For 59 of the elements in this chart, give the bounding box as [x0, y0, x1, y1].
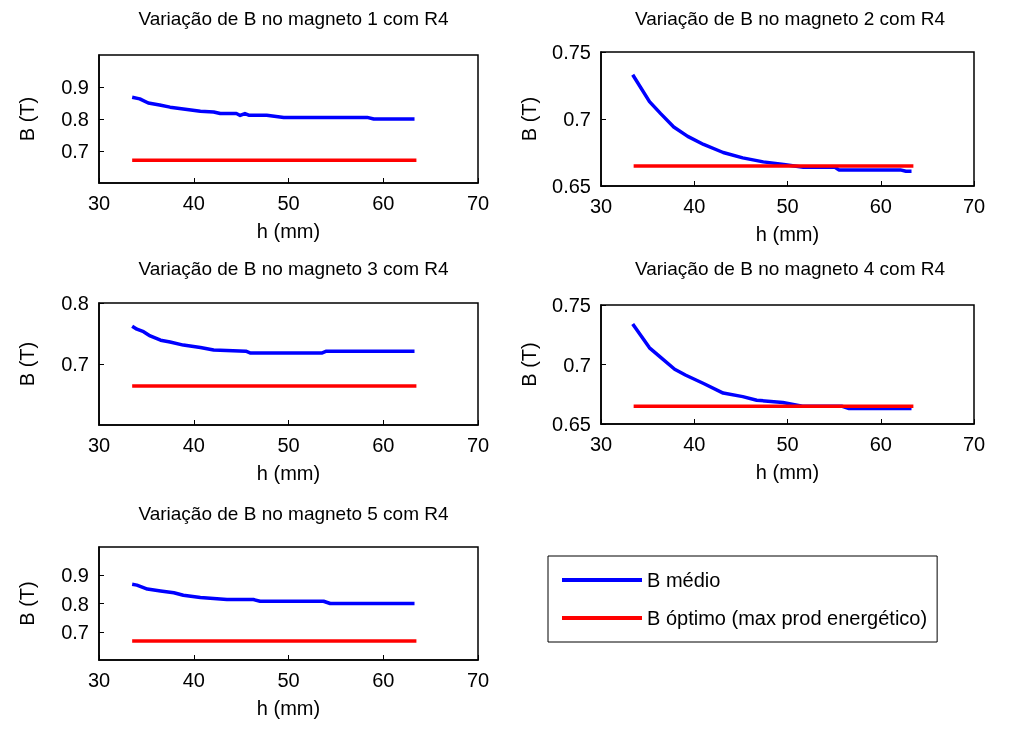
chart-title: Variação de B no magneto 2 com R4: [634, 8, 946, 29]
y-tick-label: 0.75: [552, 294, 591, 316]
chart-title: Variação de B no magneto 1 com R4: [138, 8, 450, 29]
y-tick-label: 0.75: [552, 41, 591, 63]
y-axis-title: B (T): [518, 342, 540, 387]
x-tick-label: 40: [182, 434, 205, 456]
x-tick-label: 30: [87, 669, 111, 691]
line-series: [130, 324, 417, 355]
x-tick-label: 60: [869, 195, 892, 217]
y-axis-title: B (T): [16, 581, 38, 626]
x-tick-label: 60: [869, 433, 892, 455]
x-axis-title: h (mm): [755, 461, 820, 483]
y-tick-label: 0.8: [61, 108, 89, 130]
y-tick-label: 0.7: [61, 620, 89, 643]
x-tick-label: 40: [182, 669, 205, 691]
x-tick-label: 70: [466, 434, 490, 456]
y-tick-label: 0.7: [61, 353, 89, 375]
x-tick-label: 30: [589, 433, 613, 455]
x-tick-label: 70: [962, 195, 986, 217]
x-tick-label: 50: [776, 195, 799, 217]
x-tick-label: 30: [589, 195, 613, 217]
line-series: [130, 95, 417, 121]
y-axis-title: B (T): [518, 96, 540, 142]
chart-title: Variação de B no magneto 3 com R4: [138, 258, 450, 279]
line-series: [130, 582, 417, 606]
x-tick-label: 30: [87, 434, 111, 456]
x-tick-label: 40: [683, 433, 706, 455]
x-tick-label: 60: [372, 434, 395, 456]
x-axis-title: h (mm): [256, 462, 321, 484]
chart-title: Variação de B no magneto 4 com R4: [634, 258, 946, 279]
x-tick-label: 40: [182, 192, 205, 214]
y-axis-title: B (T): [16, 96, 38, 142]
y-tick-label: 0.8: [61, 292, 89, 314]
legend-label: B médio: [647, 569, 721, 591]
x-tick-label: 50: [277, 434, 300, 456]
x-axis-title: h (mm): [256, 220, 321, 242]
x-tick-label: 60: [372, 192, 395, 214]
x-tick-label: 30: [87, 192, 111, 214]
y-tick-label: 0.9: [61, 564, 89, 587]
x-tick-label: 70: [466, 192, 490, 214]
y-tick-label: 0.7: [61, 140, 89, 162]
x-axis-title: h (mm): [755, 223, 820, 245]
x-tick-label: 70: [962, 433, 986, 455]
y-tick-label: 0.7: [563, 108, 591, 130]
chart-title: Variação de B no magneto 5 com R4: [138, 503, 450, 524]
y-axis-title: B (T): [16, 341, 38, 387]
x-tick-label: 50: [776, 433, 799, 455]
x-tick-label: 70: [466, 669, 490, 691]
x-axis-title: h (mm): [256, 697, 321, 719]
y-tick-label: 0.8: [61, 592, 89, 615]
y-tick-label: 0.9: [61, 76, 89, 98]
x-tick-label: 50: [277, 192, 300, 214]
x-tick-label: 50: [277, 669, 300, 691]
legend-label: B óptimo (max prod energético): [647, 607, 928, 629]
x-tick-label: 60: [372, 669, 395, 691]
x-tick-label: 40: [683, 195, 706, 217]
y-tick-label: 0.65: [552, 413, 591, 435]
y-tick-label: 0.7: [563, 353, 591, 376]
y-tick-label: 0.65: [552, 175, 591, 197]
